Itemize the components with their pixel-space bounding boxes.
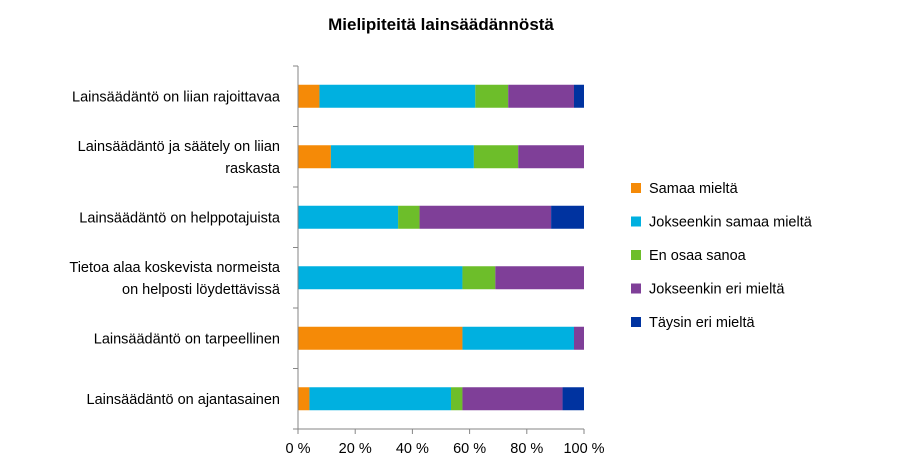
category-label-line: on helposti löydettävissä (122, 282, 281, 298)
legend-label: Jokseenkin samaa mieltä (649, 215, 813, 231)
category-label-line: Lainsäädäntö on liian rajoittavaa (72, 89, 281, 105)
bar-segment (573, 84, 584, 108)
bar-segment (495, 266, 584, 290)
bar-segment (462, 326, 574, 350)
bar-segment (562, 387, 584, 411)
bar-segment (419, 205, 552, 229)
legend-label: Samaa mieltä (649, 181, 739, 197)
bar-segment (573, 326, 584, 350)
category-label-line: Tietoa alaa koskevista normeista (69, 260, 281, 276)
bar-segment (462, 266, 496, 290)
legend-swatch (631, 183, 641, 193)
legend-swatch (631, 216, 641, 227)
bar-segment (319, 84, 476, 108)
bar-segment (462, 387, 563, 411)
bar-segment (451, 387, 463, 411)
category-label-line: Lainsäädäntö ja säätely on liian (78, 139, 280, 155)
x-tick-label: 0 % (286, 441, 311, 457)
bar-segment (473, 145, 519, 169)
bar-segment (298, 205, 399, 229)
category-label-line: Lainsäädäntö on ajantasainen (87, 392, 281, 408)
category-label-line: raskasta (225, 161, 281, 177)
x-tick-label: 80 % (510, 441, 543, 457)
category-label: Tietoa alaa koskevista normeista on helpo… (69, 260, 281, 298)
bar-segment (298, 266, 463, 290)
legend-swatch (631, 317, 641, 327)
x-tick-label: 60 % (453, 441, 486, 457)
category-label: Lainsäädäntö on helppotajuista (79, 210, 281, 226)
bar-segment (551, 205, 584, 229)
category-label: Lainsäädäntö on liian rajoittavaa (72, 89, 281, 105)
legend-label: Jokseenkin eri mieltä (649, 282, 785, 298)
bar-segment (309, 387, 452, 411)
bar-segment (298, 145, 331, 169)
bar-segment (330, 145, 474, 169)
bar-segment (508, 84, 574, 108)
legend-swatch (631, 283, 641, 294)
bar-segment (475, 84, 509, 108)
x-tick-label: 40 % (396, 441, 429, 457)
bar-segment (398, 205, 420, 229)
legend: Samaa mieltä Jokseenkin samaa mieltä En os… (631, 181, 813, 331)
legend-swatch (631, 250, 641, 260)
x-tick-label: 20 % (339, 441, 372, 457)
chart-title: Mielipiteitä lainsäädännöstä (328, 15, 554, 34)
category-label: Lainsäädäntö on tarpeellinen (94, 331, 280, 347)
bar-segment (518, 145, 584, 169)
bar-segment (298, 387, 310, 411)
category-label-line: Lainsäädäntö on helppotajuista (79, 210, 281, 226)
x-tick-label: 100 % (563, 441, 604, 457)
legend-label: En osaa sanoa (649, 248, 747, 264)
plot-area: Lainsäädäntö on liian rajoittavaa Lainsää… (69, 65, 605, 457)
legend-label: Täysin eri mieltä (649, 315, 755, 331)
category-label: Lainsäädäntö on ajantasainen (87, 392, 281, 408)
category-label-line: Lainsäädäntö on tarpeellinen (94, 331, 280, 347)
category-label: Lainsäädäntö ja säätely on liian raskasta (78, 139, 281, 177)
bar-segment (298, 84, 320, 108)
bar-segment (298, 326, 463, 350)
